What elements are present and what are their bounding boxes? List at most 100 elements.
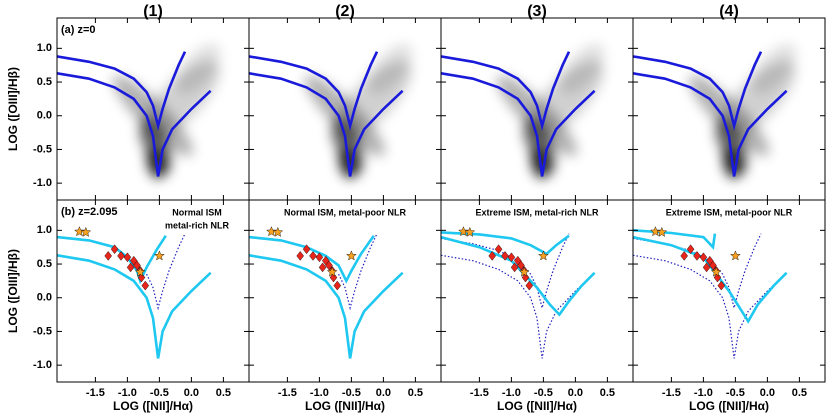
column-title: (2) — [335, 3, 355, 20]
x-axis-label: LOG ([NII]/Hα) — [497, 399, 577, 413]
density-cloud — [304, 43, 412, 179]
curve — [57, 72, 212, 177]
curve — [249, 254, 404, 359]
star-marker — [518, 266, 530, 277]
star-marker — [710, 266, 722, 277]
density — [688, 75, 770, 156]
x-tick-label: -1.5 — [662, 387, 681, 399]
panel-frame — [632, 199, 826, 383]
density — [559, 43, 604, 94]
diamond-marker — [699, 252, 708, 263]
curve — [441, 72, 596, 177]
diamond-marker — [494, 244, 503, 255]
plot-area — [249, 226, 404, 359]
density-cloud — [112, 43, 220, 179]
diamond-marker — [137, 272, 146, 283]
star-marker — [266, 226, 277, 237]
panel-label: (a) z=0 — [61, 24, 96, 36]
x-tick-label: 0.5 — [216, 387, 231, 399]
curve — [633, 254, 788, 359]
curve — [441, 254, 596, 359]
x-tick-label: 0.5 — [792, 387, 807, 399]
diamond-marker — [110, 244, 119, 255]
diamond-marker — [507, 252, 516, 263]
x-tick-label: -1.0 — [118, 387, 137, 399]
curve — [338, 233, 378, 311]
diamond-marker — [702, 262, 711, 273]
star-marker — [730, 250, 741, 261]
y-tick-label: 1.0 — [37, 42, 52, 54]
diamond-marker — [488, 251, 496, 261]
y-tick-label: -0.5 — [33, 143, 52, 155]
curve — [633, 72, 788, 177]
star-marker — [154, 250, 165, 261]
y-tick-label: 0.5 — [37, 258, 52, 270]
plot-area — [57, 43, 220, 179]
star-marker — [656, 226, 668, 237]
curve — [57, 254, 212, 359]
curve — [146, 233, 186, 311]
curve — [57, 51, 187, 132]
x-tick-label: -0.5 — [534, 387, 553, 399]
panel: -1.5 -1.0 -0.5 0.0 0.5 Normal ISM, metal-poor… — [248, 199, 442, 413]
curve — [249, 234, 375, 284]
panel-annotation: Extreme ISM, metal-rich NLR — [475, 207, 599, 217]
curve — [633, 233, 762, 311]
density — [367, 43, 412, 94]
panel — [440, 17, 634, 201]
y-tick-label: 1.0 — [37, 224, 52, 236]
x-tick-label: -1.5 — [86, 387, 105, 399]
panel-annotation: metal-rich NLR — [165, 220, 230, 230]
panel-annotation: Normal ISM — [172, 207, 222, 217]
x-tick-label: -0.5 — [150, 387, 169, 399]
star-marker — [74, 226, 85, 237]
density-cloud — [496, 43, 604, 179]
column-title: (4) — [719, 3, 739, 20]
diamond-marker — [133, 260, 141, 271]
panel — [248, 17, 442, 201]
diamond-marker — [141, 280, 150, 291]
diamond-marker — [717, 280, 726, 291]
density — [496, 75, 578, 156]
diamond-marker — [123, 252, 132, 263]
diamond-marker — [333, 280, 342, 291]
diamond-marker — [104, 251, 112, 261]
x-tick-label: 0.5 — [408, 387, 423, 399]
column-title: (3) — [527, 3, 547, 20]
y-tick-label: -1.0 — [33, 177, 52, 189]
panel: 1.0 0.5 0.0 -0.5 -1.0 (a) z=0 LOG ([OIII]/Hβ) — [6, 17, 250, 201]
density — [751, 43, 796, 94]
y-axis-label: LOG ([OIII]/Hβ) — [6, 249, 20, 333]
x-tick-label: -1.5 — [278, 387, 297, 399]
x-axis-label: LOG ([NII]/Hα) — [113, 399, 193, 413]
panel-label: (b) z=2.095 — [61, 206, 118, 218]
curve — [633, 235, 788, 324]
curve — [441, 233, 570, 311]
plot-area — [441, 226, 596, 359]
panel: -1.5 -1.0 -0.5 0.0 0.5 1.0 0.5 0.0 -0.5 -1.0 (b) z… — [6, 199, 250, 413]
diamond-marker — [501, 251, 509, 261]
x-tick-label: 0.0 — [760, 387, 775, 399]
y-tick-label: -1.0 — [33, 359, 52, 371]
x-tick-label: 0.0 — [376, 387, 391, 399]
star-marker — [134, 266, 146, 277]
y-tick-label: 0.0 — [37, 110, 52, 122]
panel-annotation: Normal ISM, metal-poor NLR — [284, 207, 407, 217]
x-tick-label: -1.0 — [502, 387, 521, 399]
plot-area — [249, 43, 412, 179]
diamond-marker — [309, 251, 317, 261]
diamond-marker — [713, 272, 722, 283]
density — [175, 43, 220, 94]
diamond-marker — [680, 251, 688, 261]
plot-area — [441, 43, 604, 179]
x-tick-label: -1.5 — [470, 387, 489, 399]
y-tick-label: 0.5 — [37, 76, 52, 88]
star-marker — [80, 226, 92, 237]
curve — [633, 51, 763, 132]
x-tick-label: -0.5 — [342, 387, 361, 399]
diamond-marker — [117, 251, 125, 261]
panel: -1.5 -1.0 -0.5 0.0 0.5 Extreme ISM, metal-poo… — [632, 199, 826, 413]
diamond-marker — [325, 260, 333, 271]
column-title: (1) — [143, 3, 163, 20]
